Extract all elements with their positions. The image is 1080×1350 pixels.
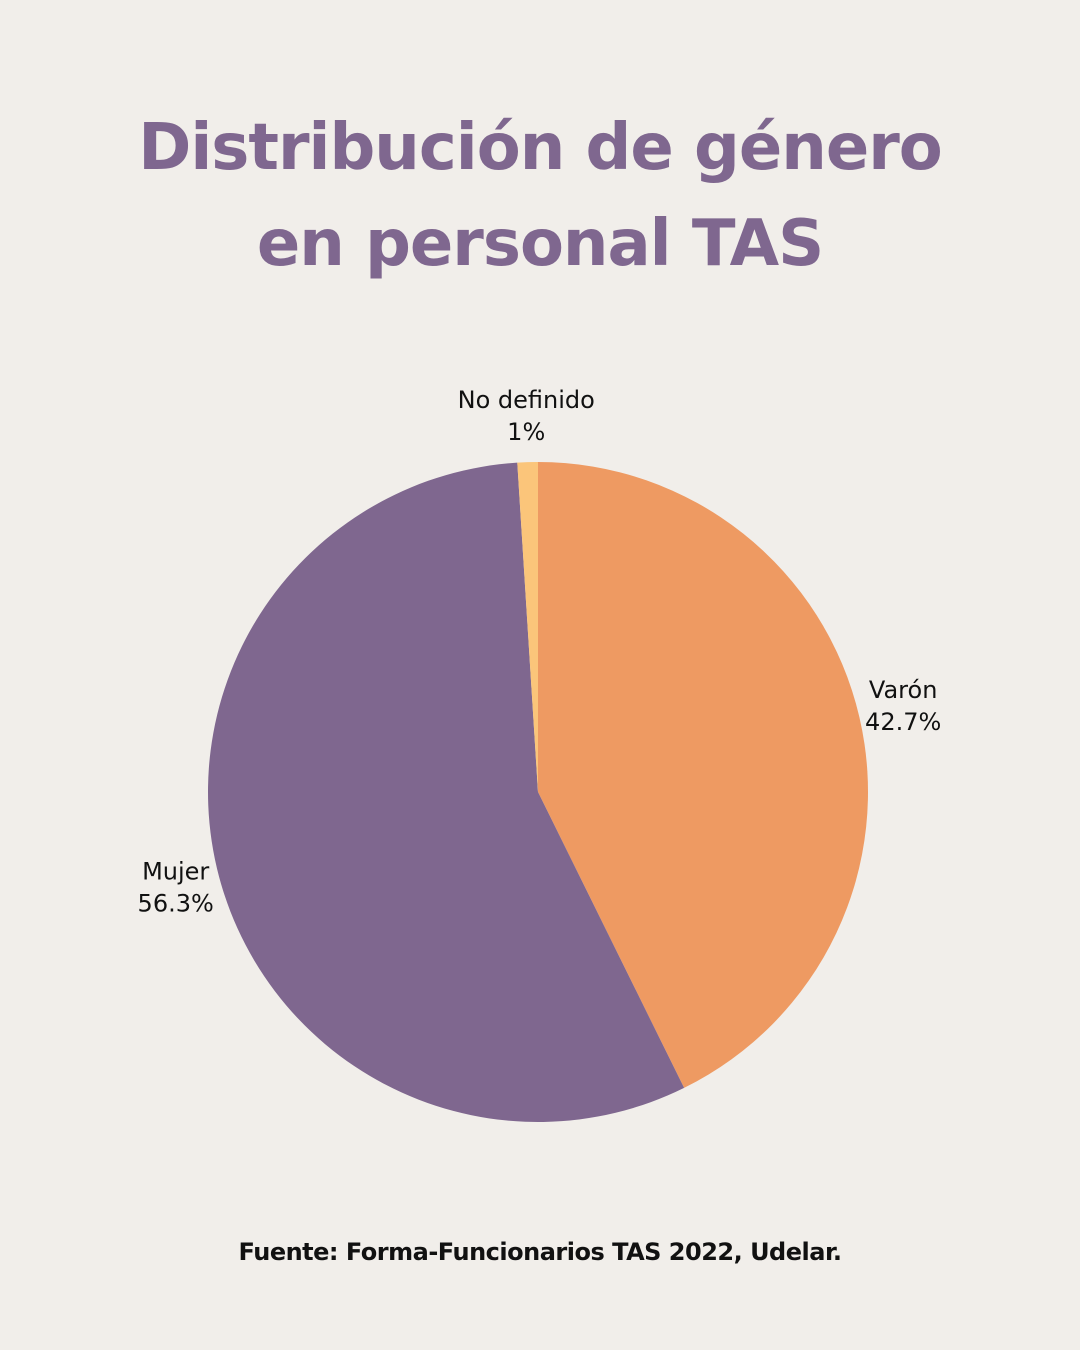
slice-value-label: 56.3% [138,890,214,918]
slice-label: Varón [869,676,938,704]
chart-title: Distribución de género en personal TAS [138,111,943,281]
slice-label: No definido [458,386,595,414]
slice-value-label: 42.7% [865,708,941,736]
pie-slice [517,462,538,792]
pie-slice [208,462,685,1122]
slice-value-label: 1% [507,418,545,446]
source-note: Fuente: Forma-Funcionarios TAS 2022, Ude… [238,1238,842,1266]
slice-label: Mujer [142,858,209,886]
pie-slice [538,462,869,1088]
